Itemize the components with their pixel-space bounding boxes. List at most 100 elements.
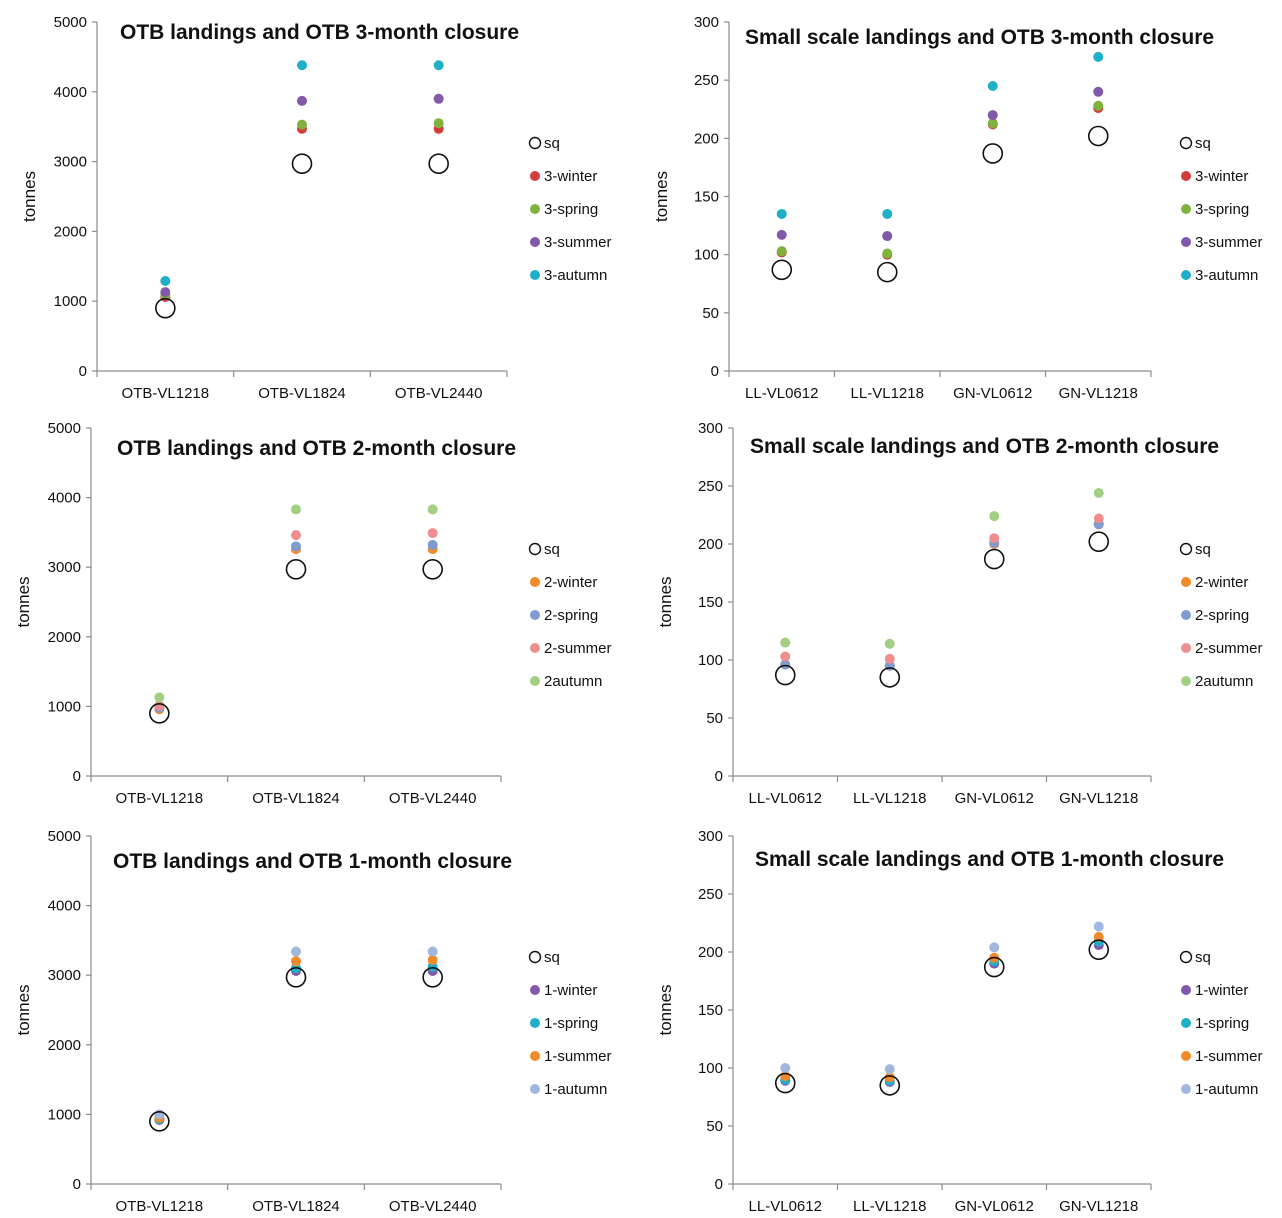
data-point xyxy=(780,1063,791,1073)
legend-marker xyxy=(528,136,542,150)
data-point xyxy=(433,118,444,129)
legend-marker xyxy=(530,643,540,653)
scatter-chart: OTB landings and OTB 3-month closure 0 100… xyxy=(20,14,612,402)
data-point xyxy=(297,119,307,130)
legend-label: sq xyxy=(1195,135,1211,152)
y-axis-label: tonnes xyxy=(14,984,33,1035)
legend-label: 2-summer xyxy=(544,640,612,657)
legend-label: 1-winter xyxy=(1195,982,1248,999)
scatter-chart: Small scale landings and OTB 2-month clo… xyxy=(656,420,1263,807)
data-point xyxy=(297,60,307,71)
data-point xyxy=(780,659,791,670)
scatter-chart: Small scale landings and OTB 3-month clo… xyxy=(652,14,1263,402)
x-tick-label: OTB-VL1824 xyxy=(252,1198,340,1215)
data-point xyxy=(884,638,895,649)
data-point xyxy=(987,118,998,129)
legend-label: sq xyxy=(544,949,560,966)
legend-marker xyxy=(530,270,540,280)
y-tick-label: 150 xyxy=(698,1002,723,1019)
legend-marker xyxy=(530,610,540,620)
chart-title: Small scale landings and OTB 2-month clo… xyxy=(750,435,1219,458)
y-tick-label: 100 xyxy=(698,652,723,669)
y-tick-label: 1000 xyxy=(48,698,81,715)
data-point-sq xyxy=(1087,125,1109,147)
data-point xyxy=(154,692,165,703)
x-tick-label: GN-VL0612 xyxy=(955,790,1034,807)
data-point xyxy=(882,231,893,242)
data-point-sq xyxy=(1088,939,1110,960)
data-point xyxy=(884,1072,895,1083)
legend-marker xyxy=(1181,1051,1191,1061)
y-tick-label: 5000 xyxy=(48,828,81,845)
y-axis-label: tonnes xyxy=(14,576,33,627)
y-tick-label: 100 xyxy=(694,247,719,264)
legend-label: 3-autumn xyxy=(544,267,607,284)
data-point xyxy=(884,653,895,664)
data-point xyxy=(291,530,301,541)
legend-marker xyxy=(528,950,542,964)
legend-marker xyxy=(530,171,540,181)
x-tick-label: OTB-VL2440 xyxy=(389,790,477,807)
data-point-sq xyxy=(291,153,313,174)
scatter-chart: OTB landings and OTB 1-month closure 0 100… xyxy=(14,828,612,1215)
data-point xyxy=(1093,51,1104,62)
legend-marker xyxy=(1181,237,1191,247)
y-tick-label: 50 xyxy=(702,305,719,322)
y-tick-label: 2000 xyxy=(48,1037,81,1054)
legend-label: 1-summer xyxy=(544,1048,612,1065)
x-tick-label: OTB-VL1218 xyxy=(122,385,210,402)
legend-marker xyxy=(1181,643,1191,653)
y-tick-label: 3000 xyxy=(48,967,81,984)
legend-label: sq xyxy=(1195,541,1211,558)
legend-marker xyxy=(528,542,542,556)
y-tick-label: 4000 xyxy=(48,898,81,915)
legend-marker xyxy=(530,985,540,995)
data-point xyxy=(433,60,444,71)
x-tick-label: OTB-VL2440 xyxy=(395,385,483,402)
data-point xyxy=(427,946,438,957)
data-point xyxy=(427,504,438,515)
legend-marker xyxy=(1181,577,1191,587)
x-tick-label: LL-VL1218 xyxy=(853,1198,926,1215)
data-point-sq xyxy=(285,966,307,988)
data-point xyxy=(882,208,893,219)
chart-panel: OTB landings and OTB 1-month closure 0 100… xyxy=(0,812,641,1218)
y-tick-label: 300 xyxy=(698,828,723,845)
data-point-sq xyxy=(879,1075,901,1096)
y-tick-label: 3000 xyxy=(54,154,87,171)
y-tick-label: 50 xyxy=(706,710,723,727)
legend-label: 3-summer xyxy=(544,234,612,251)
y-tick-label: 3000 xyxy=(48,559,81,576)
legend-marker xyxy=(530,1051,540,1061)
legend-marker xyxy=(1181,204,1191,214)
legend-marker xyxy=(1181,1018,1191,1028)
chart-title: OTB landings and OTB 1-month closure xyxy=(113,850,512,873)
data-point xyxy=(291,541,301,552)
y-tick-label: 0 xyxy=(73,1176,81,1193)
data-point xyxy=(427,961,438,972)
data-point xyxy=(989,942,1000,953)
chart-panel: Small scale landings and OTB 3-month clo… xyxy=(641,0,1282,406)
legend-marker xyxy=(1181,171,1191,181)
data-point xyxy=(291,956,301,967)
data-point xyxy=(1093,487,1104,498)
legend-label: 3-autumn xyxy=(1195,267,1258,284)
x-tick-label: GN-VL0612 xyxy=(955,1198,1034,1215)
x-tick-label: LL-VL0612 xyxy=(749,1198,822,1215)
data-point xyxy=(433,93,444,104)
legend-label: 1-spring xyxy=(544,1015,598,1032)
chart-panel: Small scale landings and OTB 1-month clo… xyxy=(641,812,1282,1218)
data-point-sq xyxy=(422,558,443,580)
y-axis-label: tonnes xyxy=(20,171,39,222)
x-tick-label: GN-VL1218 xyxy=(1059,385,1138,402)
data-point-sq xyxy=(983,548,1005,570)
y-tick-label: 1000 xyxy=(54,293,87,310)
legend-label: 1-summer xyxy=(1195,1048,1263,1065)
data-point-sq xyxy=(771,259,793,281)
x-tick-label: OTB-VL1824 xyxy=(258,385,346,402)
x-tick-label: LL-VL0612 xyxy=(749,790,822,807)
data-point-sq xyxy=(879,667,901,688)
legend-marker xyxy=(530,1084,540,1094)
data-point xyxy=(297,95,307,106)
y-axis-label: tonnes xyxy=(656,984,675,1035)
